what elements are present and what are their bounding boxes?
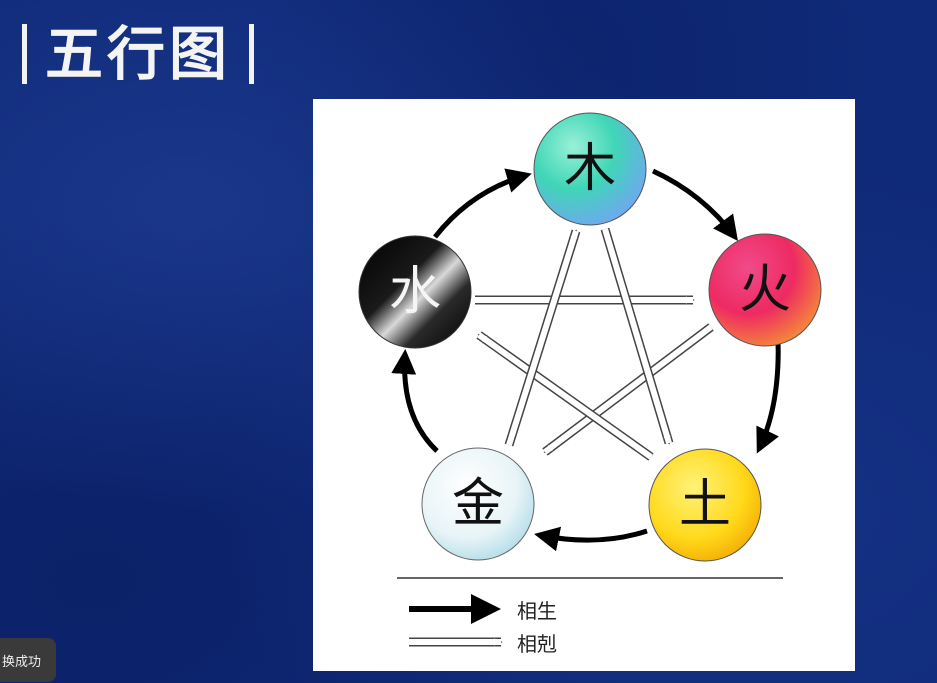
arrow-fire-to-metal <box>542 323 714 456</box>
fire-circle <box>708 233 822 347</box>
water-label: 水 <box>388 262 441 322</box>
arrow-metal-to-water <box>391 349 439 453</box>
toast-notification: 换成功 <box>0 638 56 682</box>
title-bar-left <box>22 24 27 84</box>
arrow-earth-to-metal <box>534 526 648 552</box>
wuxing-diagram: 木 火 土 金 水 相生 相剋 <box>313 99 855 671</box>
arrow-earth-to-water <box>476 331 654 461</box>
earth-circle <box>648 448 762 562</box>
diagram-canvas <box>358 112 822 647</box>
toast-text: 换成功 <box>2 654 42 670</box>
legend-overcome: 相剋 <box>397 629 597 656</box>
legend-generate-text: 相生 <box>517 598 557 623</box>
metal-label: 金 <box>451 474 504 534</box>
arrow-metal-to-wood <box>504 229 581 447</box>
arrow-wood-to-earth <box>600 227 674 445</box>
water-circle <box>358 235 472 349</box>
wood-circle <box>533 112 647 226</box>
title-bar-right <box>249 24 255 84</box>
legend-generate: 相生 <box>397 596 597 623</box>
arrow-wood-to-fire <box>651 168 738 242</box>
arrow-water-to-wood <box>433 168 532 239</box>
slide-title: 五行图 <box>22 14 255 94</box>
overcome-cycle <box>475 227 714 461</box>
wood-label: 木 <box>563 139 616 199</box>
earth-label: 土 <box>678 475 731 535</box>
metal-circle <box>421 447 535 561</box>
fire-label: 火 <box>738 260 791 320</box>
legend-overcome-text: 相剋 <box>517 631 557 656</box>
page-title: 五行图 <box>45 20 232 88</box>
